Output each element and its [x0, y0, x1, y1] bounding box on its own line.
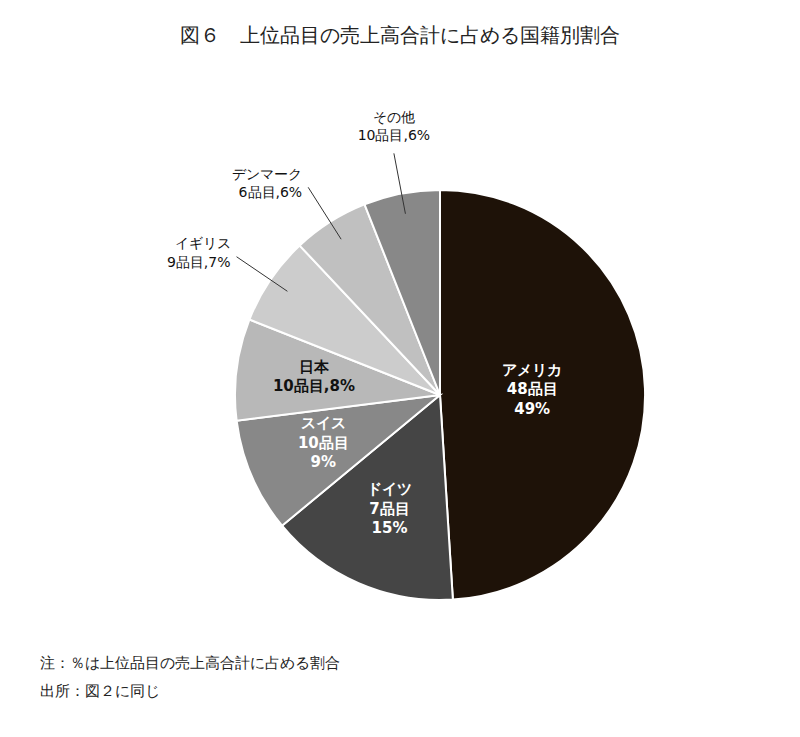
slice-annotation: 9品目,: [167, 254, 208, 270]
note: 出所：図２に同じ: [40, 682, 160, 700]
category-label: デンマーク: [232, 166, 302, 182]
category-label: スイス: [301, 414, 346, 432]
slice-label-line: 49%: [514, 400, 550, 418]
slice-label-line: 7品目: [369, 500, 409, 518]
slice-label-line: 48品目: [507, 380, 558, 398]
slice-label-line: ドイツ: [367, 480, 412, 498]
slice-label-line: スイス: [301, 414, 346, 432]
slice-label-line: 15%: [372, 519, 408, 537]
slice-label-line: その他: [373, 109, 415, 125]
labels: アメリカ48品目49%ドイツ7品目15%スイス10品目9%日本10品目,8%イギ…: [167, 109, 562, 538]
slice: [365, 190, 440, 395]
category-label: 日本: [299, 358, 330, 376]
slices: [235, 190, 645, 600]
leader-line: [308, 187, 341, 239]
slice-label-line: 6品目,6%: [239, 184, 303, 200]
slice-label-line: デンマーク: [232, 166, 302, 182]
slice-annotation: 10品目,: [273, 377, 330, 395]
category-label: イギリス: [175, 235, 231, 251]
slice: [440, 190, 645, 600]
data-label: 9%: [311, 453, 336, 471]
slice-annotation: 10品目,: [358, 127, 408, 143]
data-label: 6%: [280, 184, 302, 200]
category-label: その他: [373, 109, 415, 125]
slice-label-line: 10品目: [298, 434, 349, 452]
leader-line: [237, 257, 288, 292]
data-label: 15%: [372, 519, 408, 537]
title: 図６ 上位品目の売上高合計に占める国籍別割合: [180, 23, 620, 47]
leader-line: [394, 153, 406, 213]
data-label: 7%: [208, 254, 230, 270]
chart: 図６ 上位品目の売上高合計に占める国籍別割合アメリカ48品目49%ドイツ7品目1…: [0, 0, 800, 737]
data-label: 6%: [408, 127, 430, 143]
slice-label-line: アメリカ: [502, 361, 562, 379]
data-label: 8%: [329, 377, 354, 395]
data-label: 49%: [514, 400, 550, 418]
slice-label-line: 10品目,8%: [273, 377, 355, 395]
slice-annotation: 7品目: [369, 500, 409, 518]
slice-label-line: 10品目,6%: [358, 127, 430, 143]
slice-label-line: 日本: [299, 358, 330, 376]
slice-annotation: 48品目: [507, 380, 558, 398]
slice-annotation: 10品目: [298, 434, 349, 452]
slice-label-line: イギリス: [175, 235, 231, 251]
note: 注：％は上位品目の売上高合計に占める割合: [40, 654, 340, 672]
slice-label-line: 9品目,7%: [167, 254, 231, 270]
slice-annotation: 6品目,: [239, 184, 280, 200]
slice-label-line: 9%: [311, 453, 336, 471]
category-label: アメリカ: [502, 361, 562, 379]
category-label: ドイツ: [367, 480, 412, 498]
